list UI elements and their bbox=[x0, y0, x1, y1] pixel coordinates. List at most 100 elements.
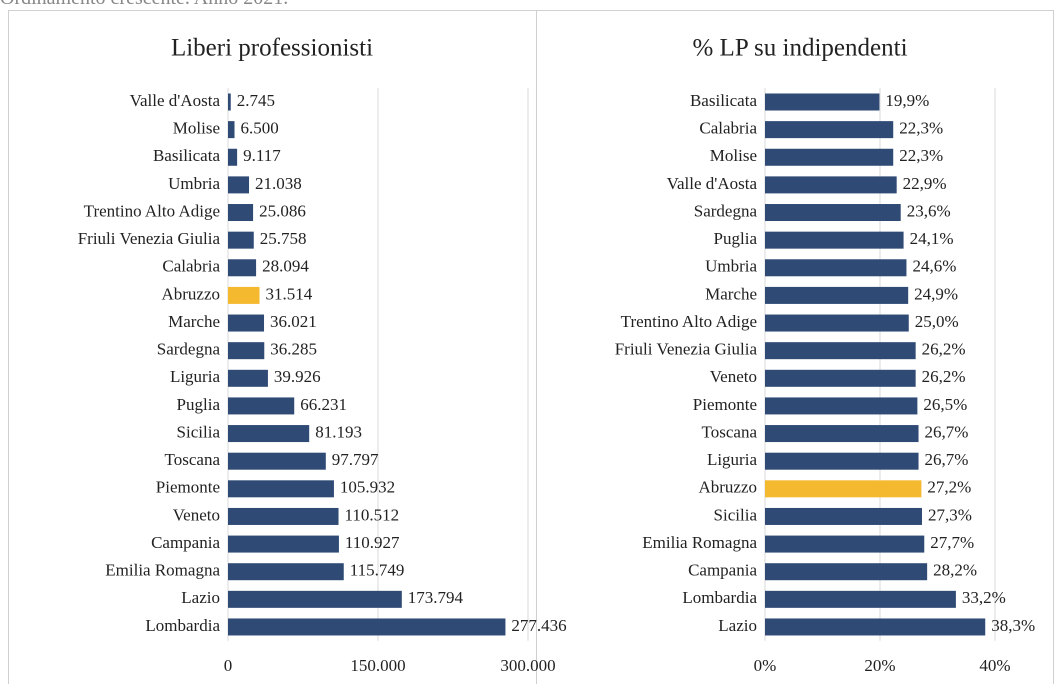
y-tick-label: Toscana bbox=[702, 422, 758, 441]
data-label: 66.231 bbox=[300, 395, 347, 414]
y-tick-label: Calabria bbox=[162, 257, 220, 276]
data-label: 26,7% bbox=[925, 450, 969, 469]
bar bbox=[765, 259, 907, 277]
bar bbox=[228, 121, 235, 139]
y-tick-label: Molise bbox=[710, 146, 757, 165]
bar bbox=[228, 204, 254, 222]
y-tick-label: Calabria bbox=[699, 119, 757, 138]
y-tick-label: Puglia bbox=[714, 229, 758, 248]
y-tick-label: Emilia Romagna bbox=[105, 561, 220, 580]
y-tick-label: Molise bbox=[173, 119, 220, 138]
y-tick-label: Marche bbox=[705, 284, 757, 303]
bar bbox=[228, 286, 260, 304]
data-label: 173.794 bbox=[408, 588, 464, 607]
data-label: 277.436 bbox=[511, 616, 566, 635]
data-label: 21.038 bbox=[255, 174, 302, 193]
data-label: 24,1% bbox=[910, 229, 954, 248]
data-label: 110.512 bbox=[345, 505, 400, 524]
y-tick-label: Valle d'Aosta bbox=[130, 91, 221, 110]
y-tick-label: Marche bbox=[168, 312, 220, 331]
data-label: 25.758 bbox=[260, 229, 307, 248]
bar bbox=[765, 480, 922, 498]
data-label: 36.285 bbox=[270, 340, 317, 359]
data-label: 27,2% bbox=[927, 478, 971, 497]
data-label: 19,9% bbox=[885, 91, 929, 110]
bar bbox=[765, 93, 880, 111]
data-label: 22,3% bbox=[899, 119, 943, 138]
y-tick-label: Veneto bbox=[710, 367, 757, 386]
bar bbox=[765, 425, 919, 443]
y-tick-label: Abruzzo bbox=[698, 478, 757, 497]
data-label: 27,7% bbox=[930, 533, 974, 552]
y-tick-label: Friuli Venezia Giulia bbox=[615, 340, 758, 359]
bar bbox=[765, 176, 897, 194]
bar bbox=[765, 314, 909, 332]
bar bbox=[228, 342, 265, 360]
bar bbox=[765, 286, 909, 304]
y-tick-label: Umbria bbox=[705, 257, 757, 276]
x-tick-label: 150.000 bbox=[350, 656, 405, 675]
bar bbox=[228, 369, 268, 387]
bar bbox=[228, 93, 231, 111]
bar bbox=[228, 314, 265, 332]
y-tick-label: Campania bbox=[688, 561, 757, 580]
data-label: 6.500 bbox=[241, 119, 279, 138]
data-label: 24,6% bbox=[912, 257, 956, 276]
y-tick-label: Sardegna bbox=[157, 340, 221, 359]
bar bbox=[765, 590, 956, 608]
y-tick-label: Campania bbox=[151, 533, 220, 552]
data-label: 39.926 bbox=[274, 367, 321, 386]
bar bbox=[228, 618, 506, 636]
data-label: 97.797 bbox=[332, 450, 379, 469]
data-label: 105.932 bbox=[340, 478, 395, 497]
bar bbox=[228, 397, 295, 415]
y-tick-label: Piemonte bbox=[156, 478, 220, 497]
data-label: 38,3% bbox=[991, 616, 1035, 635]
bar bbox=[228, 535, 339, 553]
bar bbox=[765, 397, 918, 415]
bar bbox=[228, 563, 344, 581]
data-label: 33,2% bbox=[962, 588, 1006, 607]
bar bbox=[765, 563, 928, 581]
x-tick-label: 20% bbox=[864, 656, 895, 675]
y-tick-label: Lombardia bbox=[145, 616, 220, 635]
bar bbox=[765, 452, 919, 470]
x-tick-label: 40% bbox=[979, 656, 1010, 675]
data-label: 2.745 bbox=[237, 91, 275, 110]
bar bbox=[228, 176, 250, 194]
subtitle: Ordinamento crescente. Anno 2021. bbox=[0, 0, 288, 9]
y-tick-label: Abruzzo bbox=[161, 284, 220, 303]
y-tick-label: Basilicata bbox=[153, 146, 220, 165]
y-tick-label: Valle d'Aosta bbox=[667, 174, 758, 193]
data-label: 26,2% bbox=[922, 367, 966, 386]
y-tick-label: Friuli Venezia Giulia bbox=[78, 229, 221, 248]
y-tick-label: Sardegna bbox=[694, 201, 758, 220]
y-tick-label: Lazio bbox=[718, 616, 757, 635]
chart-title: % LP su indipendenti bbox=[692, 35, 907, 62]
panel-frame bbox=[536, 10, 1054, 684]
data-label: 26,2% bbox=[922, 340, 966, 359]
y-tick-label: Liguria bbox=[707, 450, 757, 469]
y-tick-label: Liguria bbox=[170, 367, 220, 386]
bar bbox=[765, 148, 894, 166]
data-label: 26,5% bbox=[923, 395, 967, 414]
data-label: 110.927 bbox=[345, 533, 400, 552]
y-tick-label: Trentino Alto Adige bbox=[621, 312, 757, 331]
data-label: 22,9% bbox=[903, 174, 947, 193]
y-tick-label: Lombardia bbox=[682, 588, 757, 607]
y-tick-label: Toscana bbox=[165, 450, 221, 469]
x-tick-label: 300.000 bbox=[500, 656, 555, 675]
data-label: 28.094 bbox=[262, 257, 309, 276]
x-tick-label: 0 bbox=[224, 656, 233, 675]
bar bbox=[765, 507, 922, 525]
bar bbox=[228, 590, 402, 608]
y-tick-label: Piemonte bbox=[693, 395, 757, 414]
bar bbox=[765, 231, 904, 249]
bar bbox=[228, 231, 254, 249]
bar bbox=[228, 425, 310, 443]
data-label: 115.749 bbox=[350, 561, 405, 580]
data-label: 27,3% bbox=[928, 505, 972, 524]
y-tick-label: Veneto bbox=[173, 505, 220, 524]
y-tick-label: Lazio bbox=[181, 588, 220, 607]
